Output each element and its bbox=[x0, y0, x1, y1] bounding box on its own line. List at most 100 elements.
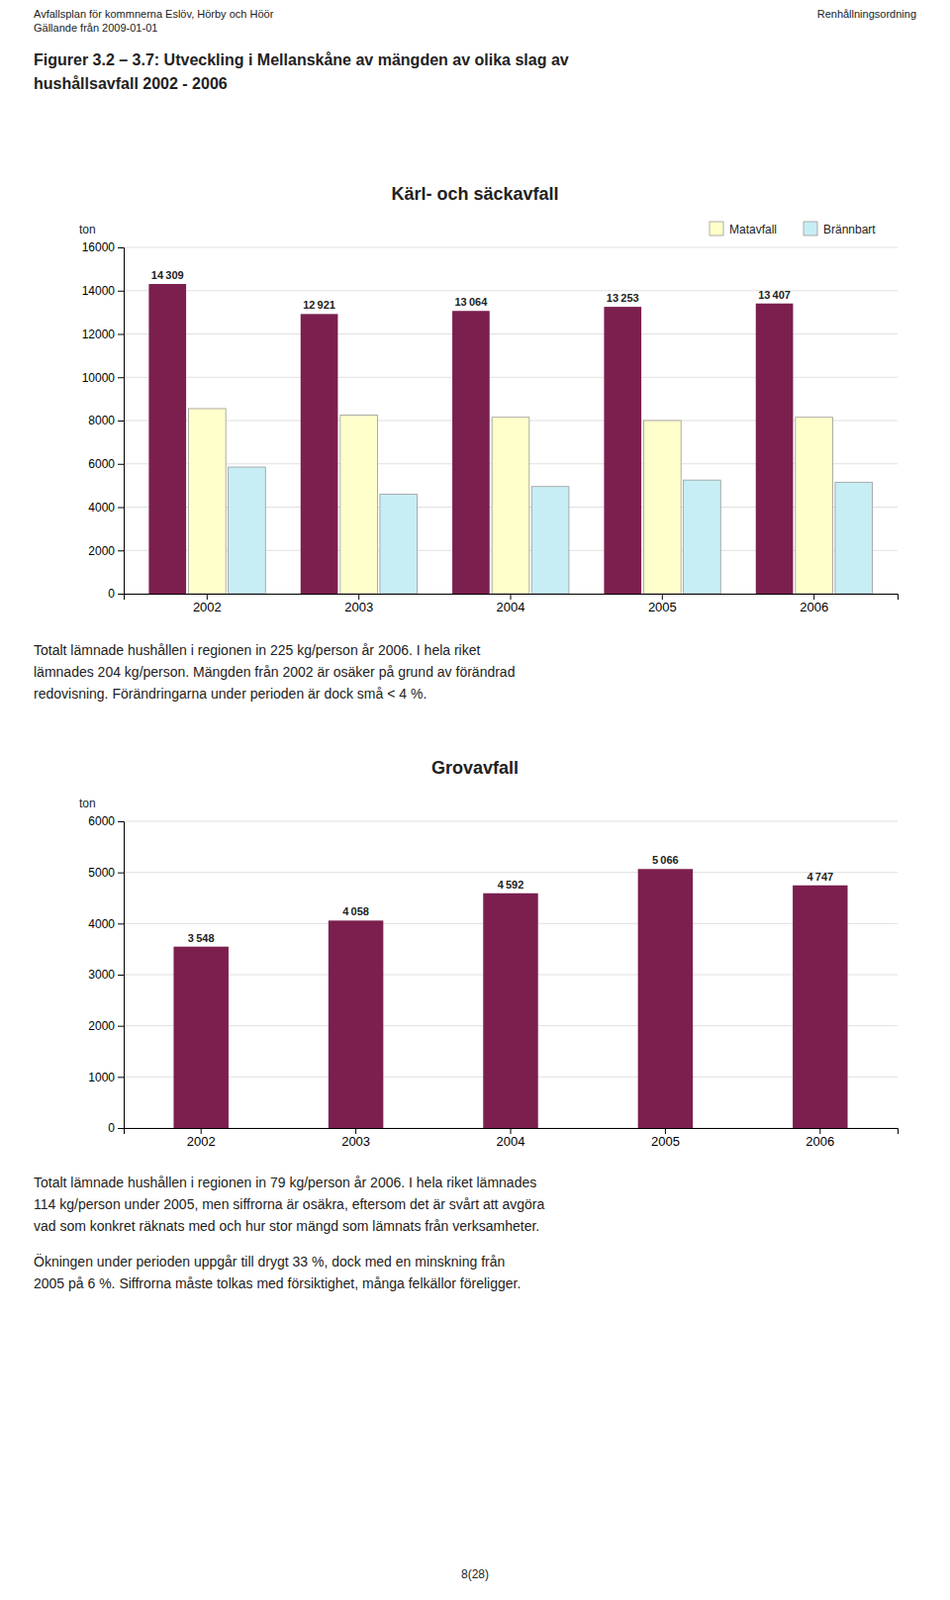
data-label: 5 066 bbox=[652, 854, 679, 866]
x-tick: 2005 bbox=[651, 1128, 680, 1149]
y-tick: 6000 bbox=[88, 814, 124, 829]
y-tick-mark bbox=[117, 821, 124, 823]
chart: 3 5484 0584 5925 0664 747200220032004200… bbox=[33, 758, 899, 1292]
body-text: Totalt lämnade hushållen i regionen in 2… bbox=[33, 642, 515, 702]
data-labels: 14 30912 92113 06413 25313 407 bbox=[151, 269, 791, 311]
y-tick-mark bbox=[117, 974, 124, 976]
x-tick: 2002 bbox=[187, 1128, 216, 1149]
x-tick-mark bbox=[358, 593, 360, 600]
y-tick: 16000 bbox=[82, 240, 124, 255]
x-tick-mark bbox=[819, 1128, 821, 1135]
bar bbox=[173, 947, 228, 1129]
chart-title: Grovavfall bbox=[431, 758, 519, 778]
y-tick-label: 6000 bbox=[88, 457, 115, 472]
bar bbox=[148, 284, 187, 594]
bar bbox=[531, 486, 570, 594]
y-tick: 2000 bbox=[88, 1019, 124, 1034]
y-tick-label: 6000 bbox=[88, 814, 115, 829]
x-tick-label: 2005 bbox=[651, 1134, 680, 1149]
y-tick-mark bbox=[117, 420, 124, 422]
y-tick: 6000 bbox=[88, 457, 124, 472]
chart: 14 30912 92113 06413 25313 407 2002 2003 20… bbox=[33, 184, 899, 702]
x-tick-label: 2005 bbox=[648, 599, 677, 615]
y-tick-label: 1000 bbox=[88, 1070, 115, 1085]
y-tick-mark bbox=[117, 1076, 124, 1078]
body-text-line: 2005 på 6 %. Siffrorna måste tolkas med … bbox=[33, 1275, 521, 1292]
y-tick: 0 bbox=[107, 1121, 124, 1136]
y-tick-label: 3000 bbox=[88, 967, 115, 982]
page-header-left-line: Avfallsplan för kommnerna Eslöv, Hörby o… bbox=[33, 7, 275, 20]
y-axis-title-line: ton bbox=[79, 222, 96, 237]
y-tick-mark bbox=[117, 1026, 124, 1028]
y-tick: 4000 bbox=[88, 917, 124, 932]
y-tick-label: 0 bbox=[107, 586, 115, 601]
x-tick-mark bbox=[200, 1128, 202, 1135]
page-header-left: Avfallsplan för kommnerna Eslöv, Hörby o… bbox=[33, 7, 275, 34]
y-tick: 5000 bbox=[88, 865, 124, 880]
legend: MatavfallBrännbart bbox=[709, 221, 876, 237]
chart-title-line: Kärl- och säckavfall bbox=[390, 184, 559, 204]
x-tick-mark bbox=[665, 1128, 666, 1135]
y-tick-label: 5000 bbox=[88, 865, 115, 880]
x-tick-label: 2003 bbox=[344, 599, 374, 615]
page-number: 8(28) bbox=[461, 1567, 489, 1582]
y-tick: 1000 bbox=[88, 1070, 124, 1085]
bar bbox=[792, 885, 848, 1129]
x-tick: 2004 bbox=[496, 1128, 526, 1149]
x-axis: 20022003200420052006 bbox=[124, 1128, 899, 1149]
x-tick-mark bbox=[662, 593, 664, 600]
bar bbox=[795, 417, 834, 594]
y-tick: 10000 bbox=[82, 371, 124, 385]
y-tick-mark bbox=[117, 290, 124, 292]
legend-label: Matavfall bbox=[729, 222, 777, 237]
bar bbox=[340, 415, 379, 594]
y-axis-line bbox=[117, 822, 125, 1130]
x-tick-label: 2006 bbox=[805, 1134, 835, 1149]
data-label: 4 747 bbox=[806, 870, 834, 883]
data-label: 14 309 bbox=[151, 269, 185, 282]
data-label: 3 548 bbox=[188, 932, 215, 945]
y-tick: 14000 bbox=[82, 284, 124, 298]
x-tick: 2005 bbox=[648, 593, 677, 615]
y-tick: 3000 bbox=[88, 967, 124, 982]
bar bbox=[683, 479, 722, 594]
grid-line bbox=[123, 871, 898, 873]
page-header-right: Renhållningsordning bbox=[817, 7, 917, 20]
series bbox=[148, 284, 793, 594]
x-tick: 2004 bbox=[496, 593, 526, 615]
y-tick: 8000 bbox=[88, 413, 124, 428]
y-tick-mark bbox=[117, 593, 124, 595]
body-text: Ökningen under perioden uppgår till dryg… bbox=[33, 1252, 521, 1292]
bar bbox=[380, 493, 418, 594]
bar bbox=[482, 893, 538, 1129]
y-tick-mark bbox=[117, 377, 124, 379]
x-axis-line bbox=[124, 1129, 899, 1136]
data-labels: 3 548 4 058 4 592 5 066 4 747 bbox=[188, 854, 834, 944]
data-label: 4 592 bbox=[497, 878, 525, 891]
y-axis-line bbox=[117, 248, 125, 595]
data-label: 4 058 bbox=[342, 905, 370, 918]
page-header-left-line: Gällande från 2009-01-01 bbox=[33, 21, 158, 34]
y-tick-label: 2000 bbox=[88, 1019, 115, 1034]
body-text-line: vad som konkret räknats med och hur stor… bbox=[33, 1218, 540, 1235]
body-text-line: Totalt lämnade hushållen i regionen in 2… bbox=[33, 642, 481, 659]
bars bbox=[173, 868, 848, 1129]
series bbox=[188, 408, 833, 594]
x-tick-mark bbox=[510, 593, 512, 600]
bar bbox=[188, 408, 226, 594]
y-tick-label: 8000 bbox=[88, 413, 115, 428]
page-header-right-line: Renhållningsordning bbox=[817, 7, 917, 20]
x-tick-label: 2002 bbox=[192, 599, 222, 615]
bar bbox=[643, 420, 681, 594]
y-axis-title: ton bbox=[79, 796, 96, 811]
y-tick-mark bbox=[117, 464, 124, 466]
chart-title-line: Grovavfall bbox=[431, 758, 519, 778]
y-tick-label: 4000 bbox=[88, 500, 115, 515]
legend-item: Matavfall bbox=[709, 221, 777, 237]
data-label: 13 064 bbox=[455, 295, 489, 308]
y-tick: 0 bbox=[107, 586, 124, 601]
x-tick-mark bbox=[355, 1128, 357, 1135]
body-text-line: 114 kg/person under 2005, men siffrorna … bbox=[33, 1196, 545, 1213]
grid bbox=[123, 247, 898, 594]
body-text-line: Totalt lämnade hushållen i regionen in 7… bbox=[33, 1174, 537, 1191]
